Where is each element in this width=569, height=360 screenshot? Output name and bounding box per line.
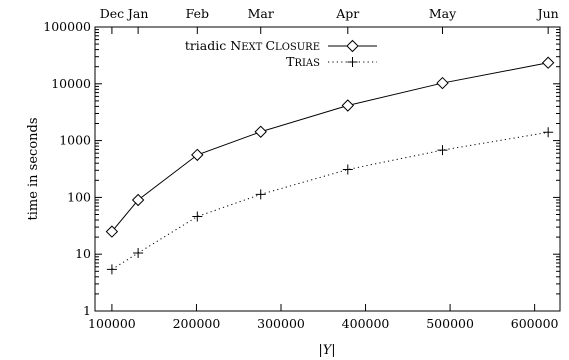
x-tick-label: 500000 (426, 316, 474, 331)
data-point-next-closure (341, 99, 354, 112)
legend-diamond-marker-icon (346, 39, 359, 53)
top-tick-label: Mar (248, 6, 274, 21)
legend-label-part: RIAS (294, 58, 320, 69)
top-tick-label: Dec (100, 6, 124, 21)
plot-frame (94, 26, 561, 312)
axis-ticks (95, 26, 560, 312)
data-point-next-closure (191, 148, 204, 162)
y-tick-label: 100000 (43, 19, 91, 34)
series-line-trias (111, 131, 549, 270)
legend-label-part: N (230, 38, 241, 53)
legend-label-next-closure: triadic NEXT CLOSURE (185, 38, 320, 53)
data-point-trias (543, 127, 554, 138)
y-axis-title: time in seconds (26, 117, 41, 220)
y-tick-label: 10 (75, 246, 91, 261)
y-tick-label: 1000 (59, 133, 91, 148)
x-tick-label: 100000 (88, 316, 136, 331)
data-point-next-closure (436, 76, 449, 90)
y-tick-label: 100 (67, 189, 91, 204)
legend-label-part: T (286, 54, 295, 69)
legend-label-part: triadic (185, 38, 230, 53)
legend-plus-marker-icon (347, 57, 358, 67)
series-layer (105, 56, 555, 275)
data-point-next-closure (131, 193, 145, 207)
data-point-next-closure (105, 225, 119, 238)
data-point-trias (437, 145, 448, 156)
top-tick-label: Apr (335, 6, 359, 21)
series-line-next-closure (111, 62, 549, 232)
data-point-trias (133, 247, 144, 258)
data-point-next-closure (254, 125, 267, 138)
legend-label-part: EXT (241, 42, 265, 53)
top-tick-label: Feb (186, 6, 209, 21)
data-point-next-closure (541, 56, 555, 69)
x-tick-label: 300000 (257, 316, 305, 331)
legend-label-trias: TRIAS (286, 54, 320, 69)
data-point-trias (342, 164, 353, 175)
y-tick-label: 1 (83, 303, 91, 318)
y-tick-label: 10000 (51, 76, 91, 91)
x-tick-label: 400000 (342, 316, 390, 331)
data-point-trias (106, 264, 117, 275)
top-tick-label: Jun (536, 6, 559, 21)
x-tick-label: 600000 (511, 316, 559, 331)
x-axis-title: |Y| (318, 343, 335, 358)
legend-label-part: C (265, 38, 275, 53)
top-tick-label: May (429, 6, 457, 21)
top-tick-label: Jan (126, 6, 149, 21)
data-point-trias (255, 189, 266, 200)
data-point-trias (192, 211, 203, 222)
legend-label-part: LOSURE (275, 42, 320, 53)
x-tick-label: 200000 (173, 316, 221, 331)
